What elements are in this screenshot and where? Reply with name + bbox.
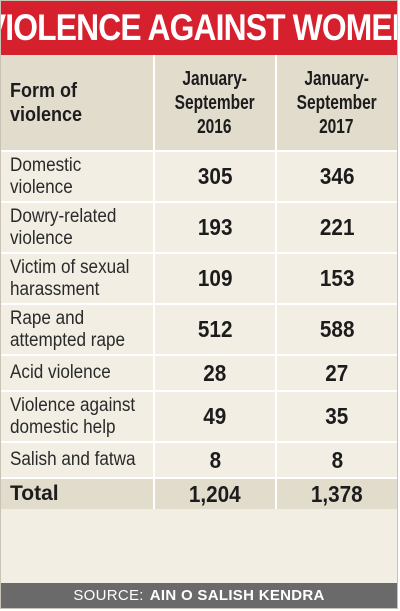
value-2016: 8 [154, 442, 277, 479]
total-2016: 1,204 [154, 478, 277, 509]
header-2017-line-2: September [296, 91, 378, 114]
table-row: Violence against domestic help 49 35 [1, 391, 397, 443]
header-period-2017: January- September 2017 [276, 55, 397, 152]
table-row: Victim of sexual harassment 109 153 [1, 253, 397, 305]
value-2017: 35 [276, 391, 397, 443]
table-row: Acid violence 28 27 [1, 355, 397, 392]
table-row: Rape and attempted rape 512 588 [1, 304, 397, 356]
total-row: Total 1,204 1,378 [1, 478, 397, 509]
value-2016: 193 [154, 202, 277, 254]
table-row: Dowry-related violence 193 221 [1, 202, 397, 254]
row-label: Violence against domestic help [1, 391, 155, 443]
total-label: Total [1, 478, 155, 509]
header-2016-line-2: September [174, 91, 256, 114]
row-label: Rape and attempted rape [1, 304, 155, 356]
value-2017: 588 [276, 304, 397, 356]
value-2017: 346 [276, 151, 397, 203]
table-header-row: Form of violence January- September 2016… [1, 55, 397, 152]
header-period-2016: January- September 2016 [154, 55, 277, 152]
violence-table: Form of violence January- September 2016… [1, 55, 397, 509]
total-2017: 1,378 [276, 478, 397, 509]
value-2017: 221 [276, 202, 397, 254]
header-2017-line-3: 2017 [319, 115, 355, 138]
source-label: SOURCE: [73, 587, 144, 604]
value-2016: 305 [154, 151, 277, 203]
value-2017: 27 [276, 355, 397, 392]
header-2017-line-1: January- [304, 67, 370, 90]
header-2016-line-3: 2016 [197, 115, 233, 138]
row-label: Victim of sexual harassment [1, 253, 155, 305]
value-2016: 512 [154, 304, 277, 356]
header-form-of-violence: Form of violence [1, 55, 155, 152]
header-form-line-2: violence [10, 103, 83, 126]
value-2016: 28 [154, 355, 277, 392]
row-label: Acid violence [1, 355, 155, 392]
source-value: AIN O SALISH KENDRA [149, 587, 325, 604]
infographic-title: VIOLENCE AGAINST WOMEN [0, 7, 398, 48]
value-2017: 8 [276, 442, 397, 479]
row-label: Salish and fatwa [1, 442, 155, 479]
table-row: Domestic violence 305 346 [1, 151, 397, 203]
value-2016: 109 [154, 253, 277, 305]
title-bar: VIOLENCE AGAINST WOMEN [1, 1, 397, 55]
source-bar: SOURCE: AIN O SALISH KENDRA [1, 583, 397, 608]
table-row: Salish and fatwa 8 8 [1, 442, 397, 479]
value-2016: 49 [154, 391, 277, 443]
header-form-line-1: Form of [10, 79, 77, 102]
row-label: Domestic violence [1, 151, 155, 203]
value-2017: 153 [276, 253, 397, 305]
row-label: Dowry-related violence [1, 202, 155, 254]
header-2016-line-1: January- [182, 67, 248, 90]
